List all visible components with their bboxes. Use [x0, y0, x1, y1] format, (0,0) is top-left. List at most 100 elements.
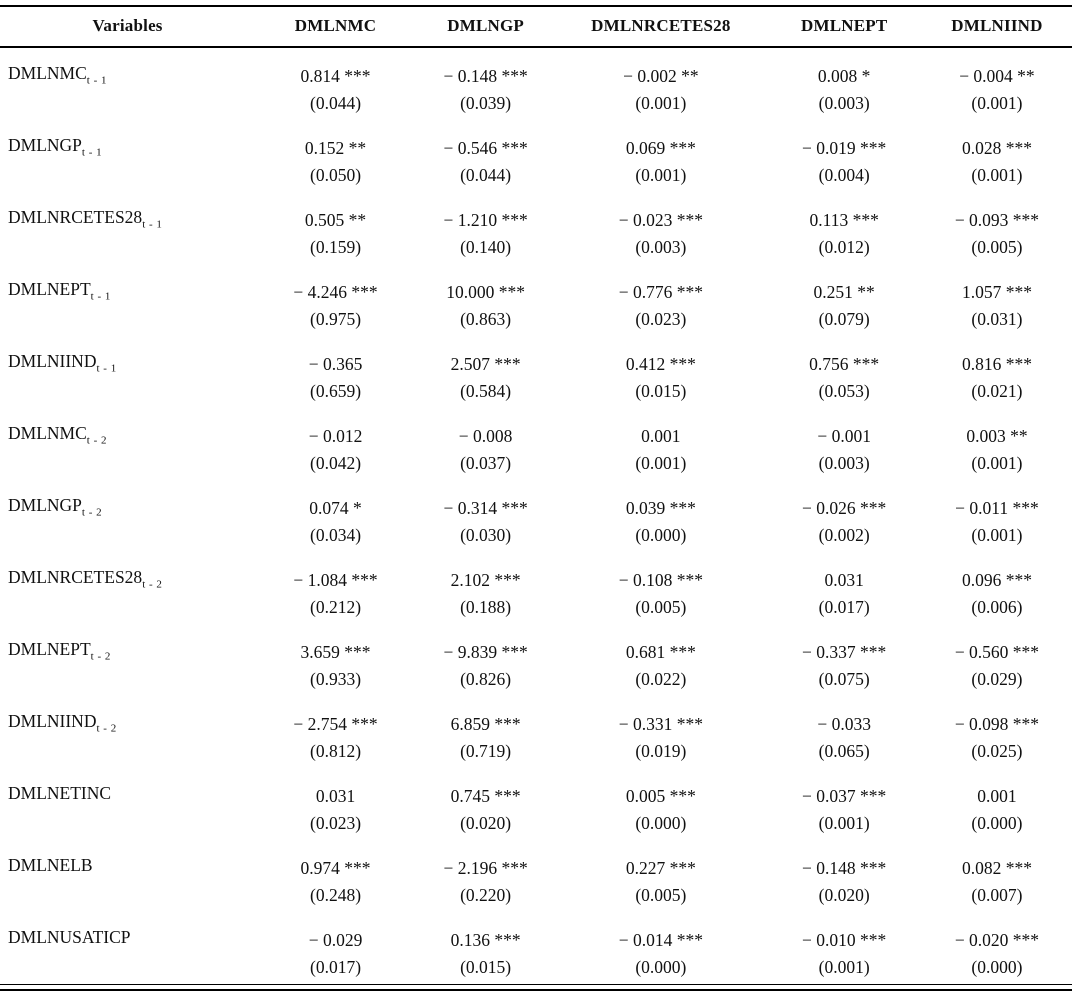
coefficient-cell: − 0.033 (0.065) — [766, 696, 921, 768]
coefficient-cell: − 0.012 (0.042) — [255, 408, 416, 480]
coefficient-value: − 0.148 *** — [802, 858, 887, 878]
table-row: DMLNMCt - 1 0.814 *** (0.044) − 0.148 *** (0… — [0, 47, 1072, 120]
coefficient-value: − 0.023 *** — [618, 210, 703, 230]
coefficient-cell: 1.057 *** (0.031) — [922, 264, 1072, 336]
standard-error: (0.023) — [635, 309, 687, 329]
coefficient-cell: 0.756 *** (0.053) — [766, 336, 921, 408]
lag-subscript: t - 2 — [90, 650, 111, 663]
table-row: DMLNRCETES28t - 1 0.505 ** (0.159) − 1.210 … — [0, 192, 1072, 264]
standard-error: (0.000) — [971, 813, 1023, 833]
coefficient-value: 0.069 *** — [625, 138, 696, 158]
variable-name: DMLNGP — [8, 495, 82, 515]
lag-subscript: t - 1 — [86, 74, 107, 87]
standard-error: (0.021) — [971, 381, 1023, 401]
coefficient-cell: − 0.093 *** (0.005) — [922, 192, 1072, 264]
coefficient-cell: − 0.011 *** (0.001) — [922, 480, 1072, 552]
variable-name: DMLNEPT — [8, 279, 91, 299]
variable-label: DMLNRCETES28t - 2 — [0, 552, 255, 624]
coefficient-cell: 0.082 *** (0.007) — [922, 840, 1072, 912]
coefficient-cell: − 0.037 *** (0.001) — [766, 768, 921, 840]
variable-label: DMLNRCETES28t - 1 — [0, 192, 255, 264]
coefficient-value: 0.136 *** — [450, 930, 521, 950]
standard-error: (0.001) — [971, 525, 1023, 545]
variable-label: DMLNUSATICP — [0, 912, 255, 984]
variable-label: DMLNGPt - 2 — [0, 480, 255, 552]
standard-error: (0.933) — [310, 669, 362, 689]
coefficient-value: − 0.029 — [308, 930, 363, 950]
variable-name: DMLNEPT — [8, 639, 91, 659]
standard-error: (0.004) — [818, 165, 870, 185]
standard-error: (0.000) — [635, 957, 687, 977]
coefficient-value: − 0.014 *** — [618, 930, 703, 950]
coefficient-value: − 0.037 *** — [802, 786, 887, 806]
coefficient-value: 0.001 — [977, 786, 1017, 806]
coefficient-value: 10.000 *** — [446, 282, 525, 302]
coefficient-value: 0.505 ** — [304, 210, 367, 230]
coefficient-cell: 0.974 *** (0.248) — [255, 840, 416, 912]
coefficient-cell: 0.028 *** (0.001) — [922, 120, 1072, 192]
coefficient-cell: 0.031 (0.017) — [766, 552, 921, 624]
coefficient-cell: 2.102 *** (0.188) — [416, 552, 555, 624]
lag-subscript: t - 1 — [142, 218, 163, 231]
coefficient-cell: − 0.010 *** (0.001) — [766, 912, 921, 984]
standard-error: (0.001) — [971, 165, 1023, 185]
standard-error: (0.017) — [310, 957, 362, 977]
coefficient-cell: − 0.546 *** (0.044) — [416, 120, 555, 192]
standard-error: (0.044) — [310, 93, 362, 113]
coefficient-value: 0.028 *** — [961, 138, 1032, 158]
variable-name: DMLNGP — [8, 135, 82, 155]
standard-error: (0.212) — [310, 597, 362, 617]
coefficient-cell: 0.008 * (0.003) — [766, 47, 921, 120]
standard-error: (0.220) — [460, 885, 512, 905]
coefficient-cell: − 9.839 *** (0.826) — [416, 624, 555, 696]
coefficient-cell: − 0.560 *** (0.029) — [922, 624, 1072, 696]
coefficient-value: − 0.020 *** — [954, 930, 1040, 950]
coefficient-cell: − 0.004 ** (0.001) — [922, 47, 1072, 120]
variable-name: DMLNMC — [8, 63, 87, 83]
variable-label: DMLNELB — [0, 840, 255, 912]
variable-name: DMLNUSATICP — [8, 927, 131, 947]
regression-results-table: Variables DMLNMC DMLNGP DMLNRCETES28 DMLNEPT… — [0, 5, 1072, 984]
coefficient-cell: 0.227 *** (0.005) — [555, 840, 766, 912]
table-row: DMLNRCETES28t - 2 − 1.084 *** (0.212) 2.102… — [0, 552, 1072, 624]
variable-label: DMLNIINDt - 2 — [0, 696, 255, 768]
coefficient-value: 0.031 — [824, 570, 864, 590]
coefficient-cell: 0.074 * (0.034) — [255, 480, 416, 552]
coefficient-value: 0.974 *** — [300, 858, 371, 878]
variable-name: DMLNRCETES28 — [8, 207, 143, 227]
coefficient-cell: 0.136 *** (0.015) — [416, 912, 555, 984]
standard-error: (0.188) — [460, 597, 512, 617]
standard-error: (0.005) — [635, 597, 687, 617]
coefficient-value: 0.082 *** — [961, 858, 1032, 878]
coefficient-value: − 0.337 *** — [802, 642, 887, 662]
table-row: DMLNMCt - 2 − 0.012 (0.042) − 0.008 (0.037) 0… — [0, 408, 1072, 480]
coefficient-cell: 0.681 *** (0.022) — [555, 624, 766, 696]
coefficient-value: 0.008 * — [817, 66, 871, 86]
coefficient-cell: 0.113 *** (0.012) — [766, 192, 921, 264]
coefficient-cell: − 0.008 (0.037) — [416, 408, 555, 480]
coefficient-value: 1.057 *** — [961, 282, 1032, 302]
coefficient-value: 3.659 *** — [300, 642, 371, 662]
coefficient-value: 2.102 *** — [450, 570, 521, 590]
standard-error: (0.005) — [971, 237, 1023, 257]
coefficient-value: 0.113 *** — [809, 210, 879, 230]
variable-name: DMLNETINC — [8, 783, 112, 803]
table-row: DMLNELB 0.974 *** (0.248) − 2.196 *** (0.220… — [0, 840, 1072, 912]
coefficient-value: 0.152 ** — [304, 138, 367, 158]
coefficient-cell: − 0.023 *** (0.003) — [555, 192, 766, 264]
coefficient-cell: 0.005 *** (0.000) — [555, 768, 766, 840]
standard-error: (0.975) — [310, 309, 362, 329]
coefficient-value: 0.039 *** — [625, 498, 696, 518]
coefficient-value: − 0.314 *** — [443, 498, 528, 518]
lag-subscript: t - 1 — [96, 362, 117, 375]
coefficient-cell: 0.096 *** (0.006) — [922, 552, 1072, 624]
variable-name: DMLNMC — [8, 423, 87, 443]
standard-error: (0.025) — [971, 741, 1023, 761]
coefficient-value: − 2.754 *** — [293, 714, 378, 734]
table-row: DMLNUSATICP − 0.029 (0.017) 0.136 *** (0.015… — [0, 912, 1072, 984]
standard-error: (0.017) — [818, 597, 870, 617]
coefficient-value: − 0.010 *** — [802, 930, 887, 950]
coefficient-cell: 0.814 *** (0.044) — [255, 47, 416, 120]
table-row: DMLNIINDt - 2 − 2.754 *** (0.812) 6.859 ***… — [0, 696, 1072, 768]
coefficient-cell: − 0.337 *** (0.075) — [766, 624, 921, 696]
